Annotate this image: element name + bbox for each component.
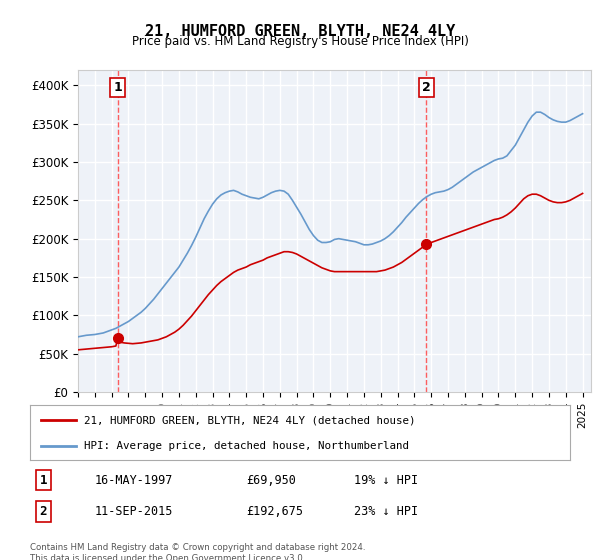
Text: 21, HUMFORD GREEN, BLYTH, NE24 4LY: 21, HUMFORD GREEN, BLYTH, NE24 4LY: [145, 24, 455, 39]
Text: Price paid vs. HM Land Registry's House Price Index (HPI): Price paid vs. HM Land Registry's House …: [131, 35, 469, 48]
Text: 2: 2: [40, 505, 47, 518]
Text: Contains HM Land Registry data © Crown copyright and database right 2024.
This d: Contains HM Land Registry data © Crown c…: [30, 543, 365, 560]
Text: 23% ↓ HPI: 23% ↓ HPI: [354, 505, 418, 518]
Text: 2: 2: [422, 81, 431, 94]
Text: 11-SEP-2015: 11-SEP-2015: [95, 505, 173, 518]
Text: HPI: Average price, detached house, Northumberland: HPI: Average price, detached house, Nort…: [84, 441, 409, 450]
Text: 21, HUMFORD GREEN, BLYTH, NE24 4LY (detached house): 21, HUMFORD GREEN, BLYTH, NE24 4LY (deta…: [84, 416, 415, 425]
Text: £69,950: £69,950: [246, 474, 296, 487]
Text: £192,675: £192,675: [246, 505, 303, 518]
Text: 1: 1: [40, 474, 47, 487]
Text: 1: 1: [113, 81, 122, 94]
Text: 16-MAY-1997: 16-MAY-1997: [95, 474, 173, 487]
Text: 19% ↓ HPI: 19% ↓ HPI: [354, 474, 418, 487]
